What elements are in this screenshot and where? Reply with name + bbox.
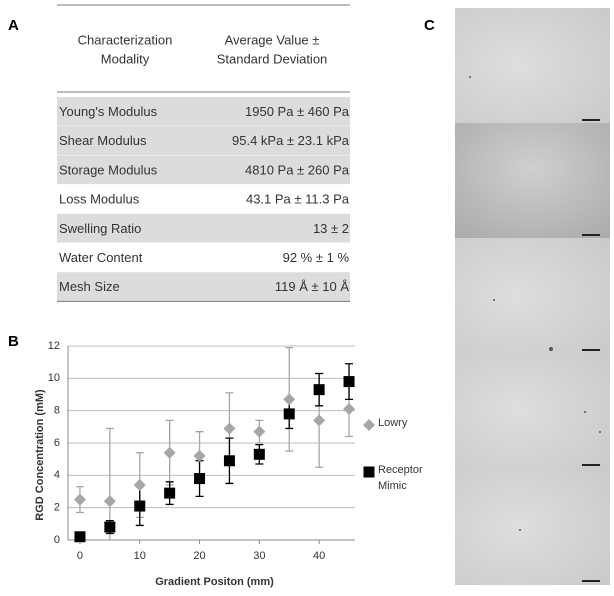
y-tick-label: 4 [54,469,60,481]
column-header: Average Value ± [225,32,320,47]
y-tick-label: 8 [54,405,60,417]
micrograph [455,353,610,468]
y-tick-label: 2 [54,502,60,514]
table: Characterization Modality Average Value ± S… [57,4,350,302]
micrograph [455,468,610,585]
table-row [57,213,350,243]
marker [133,479,146,492]
marker [253,448,265,460]
table-row [57,126,350,156]
table-cell: Water Content [59,250,143,265]
scale-bars [582,119,600,582]
marker [73,493,86,506]
x-tick-label: 30 [253,550,265,562]
table-cell: Swelling Ratio [59,221,141,236]
y-tick-label: 10 [48,372,60,384]
panel-label: B [8,333,19,350]
marker [283,408,295,420]
column-header: Modality [101,51,150,66]
column-header: Characterization [78,32,173,47]
micrograph [455,238,610,353]
legend-label: Lowry [378,417,408,429]
x-tick-label: 0 [77,550,83,562]
specks [469,76,601,531]
y-axis-label: RGD Concentration (mM) [34,389,46,521]
marker [193,449,206,462]
table-cell: Mesh Size [59,279,120,294]
table-row [57,243,350,273]
y-tick-label: 12 [48,340,60,352]
table-cell: 1950 Pa ± 460 Pa [245,104,350,119]
table-cell: 4810 Pa ± 260 Pa [245,162,350,177]
marker [104,521,116,533]
marker [194,473,206,485]
marker [313,384,325,396]
micrograph [455,8,610,123]
y-tick-label: 0 [54,534,60,546]
marker [283,393,296,406]
image-panel [455,8,610,585]
marker [223,422,236,435]
panel-label: A [8,17,19,34]
table-cell: Storage Modulus [59,162,158,177]
marker [363,466,375,478]
table-cell: 95.4 kPa ± 23.1 kPa [232,133,350,148]
table-row [57,184,350,214]
x-tick-label: 10 [134,550,146,562]
table-cell: Loss Modulus [59,192,140,207]
marker [253,425,266,438]
table-cell: Shear Modulus [59,133,147,148]
table-cell: 119 Å ± 10 Å [275,279,349,294]
marker [134,500,146,512]
chart: 0 2 4 6 8 10 12 0 10 20 30 40 Gradient Positon (mm) R… [34,340,423,588]
table-cell: 92 % ± 1 % [283,250,350,265]
marker [164,487,176,499]
marker [103,495,116,508]
column-header: Standard Deviation [217,51,328,66]
x-tick-label: 40 [313,550,325,562]
marker [363,419,375,431]
marker [163,446,176,459]
micrograph [455,123,610,238]
table-cell: 13 ± 2 [313,221,349,236]
marker [343,376,355,388]
table-cell: 43.1 Pa ± 11.3 Pa [246,192,350,207]
legend-label: Receptor Mimic [378,464,423,492]
x-tick-label: 20 [193,550,205,562]
table-cell: Young's Modulus [59,104,158,119]
panel-label: C [424,17,435,34]
marker [223,455,235,467]
table-row [57,272,350,302]
table-row [57,97,350,127]
x-axis-label: Gradient Positon (mm) [155,576,274,588]
marker [313,414,326,427]
table-row [57,155,350,185]
marker [343,403,356,416]
y-tick-label: 6 [54,437,60,449]
marker [74,531,86,543]
